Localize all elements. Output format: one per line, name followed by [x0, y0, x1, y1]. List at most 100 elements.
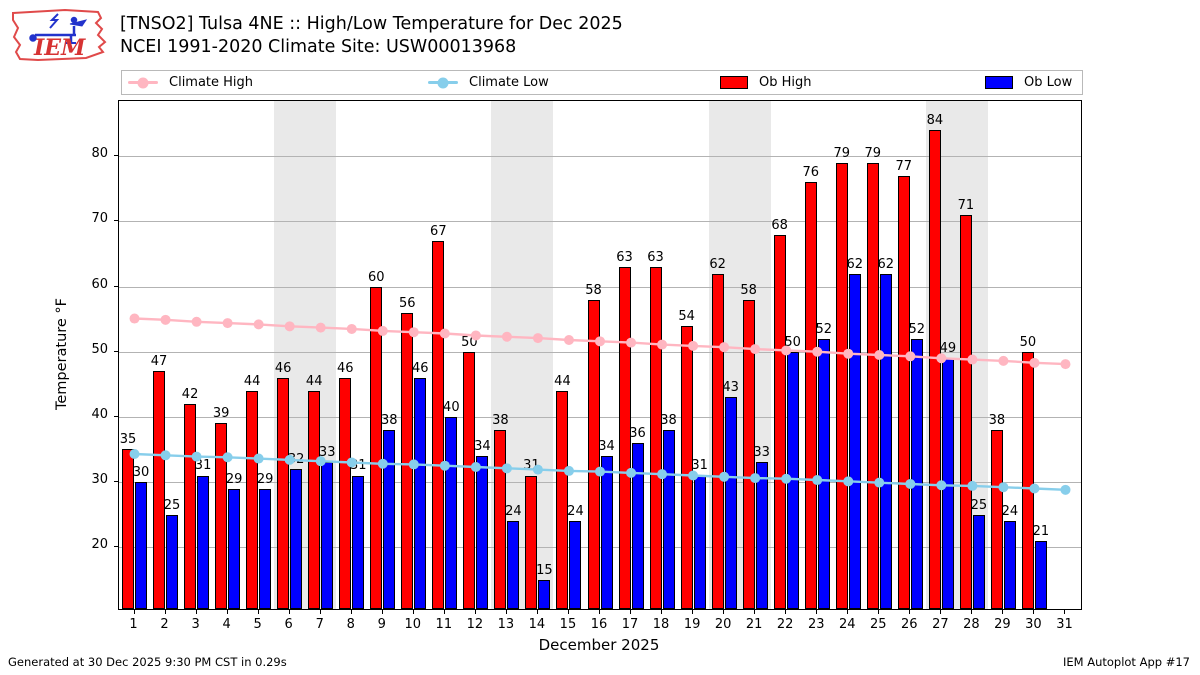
ob-high-bar — [122, 449, 135, 609]
title-block: [TNSO2] Tulsa 4NE :: High/Low Temperatur… — [120, 13, 623, 59]
ob-low-value-label: 15 — [536, 562, 553, 578]
x-tick — [350, 610, 352, 614]
ob-high-value-label: 39 — [212, 406, 230, 422]
app-credit: IEM Autoplot App #17 — [1062, 655, 1190, 669]
climate-low-marker — [408, 459, 419, 470]
ob-high-bar — [308, 390, 321, 609]
climate-high-marker — [253, 319, 264, 330]
ob-high-bar — [463, 351, 476, 609]
climate-high-marker — [501, 331, 512, 342]
climate-low-marker — [253, 453, 264, 464]
climate-low-marker — [905, 478, 916, 489]
ob-high-value-label: 67 — [430, 224, 447, 240]
legend-entry-ob-low: Ob Low — [985, 71, 1072, 94]
ob-low-value-label: 24 — [567, 504, 584, 520]
ob-low-bar — [476, 455, 489, 609]
ob-high-value-label: 35 — [119, 432, 137, 448]
climate-low-marker — [657, 469, 668, 480]
x-tick — [878, 610, 880, 614]
x-tick-label: 2 — [160, 617, 169, 632]
y-tick — [114, 220, 118, 222]
ob-low-bar — [414, 377, 427, 609]
x-tick-label: 28 — [963, 617, 980, 632]
ob-low-value-label: 33 — [318, 445, 336, 461]
x-tick — [847, 610, 849, 614]
x-tick-label: 9 — [377, 617, 386, 632]
ob-high-bar — [711, 273, 724, 609]
climate-low-marker — [750, 473, 761, 484]
ob-low-bar — [600, 455, 613, 609]
x-tick — [971, 610, 973, 614]
climate-high-marker — [905, 351, 916, 362]
x-tick — [536, 610, 538, 614]
climate-high-marker — [563, 335, 574, 346]
legend-label: Climate High — [169, 75, 254, 90]
chart-subtitle: NCEI 1991-2020 Climate Site: USW00013968 — [120, 37, 517, 57]
climate-low-marker — [160, 450, 171, 461]
ob-low-value-label: 52 — [815, 321, 832, 337]
y-tick-label: 30 — [91, 472, 108, 487]
x-tick-label: 16 — [590, 617, 608, 632]
ob-high-bar — [587, 299, 600, 609]
x-tick — [785, 610, 787, 614]
x-tick-label: 7 — [315, 617, 324, 632]
y-tick-label: 70 — [91, 211, 108, 227]
ob-high-bar — [370, 286, 383, 609]
ob-low-value-label: 34 — [598, 438, 615, 454]
y-tick-label: 80 — [91, 146, 108, 162]
climate-high-marker — [657, 339, 668, 350]
x-tick-label: 24 — [838, 617, 856, 632]
climate-high-marker — [967, 354, 978, 365]
ob-high-bar — [494, 429, 507, 609]
ob-low-bar — [817, 338, 830, 609]
climate-high-marker — [439, 328, 450, 339]
ob-high-value-label: 38 — [492, 412, 509, 428]
ob-high-value-label: 68 — [771, 217, 788, 233]
x-tick-label: 6 — [284, 617, 293, 632]
ob-high-value-label: 63 — [616, 250, 633, 266]
ob-low-value-label: 62 — [846, 256, 864, 272]
ob-low-value-label: 38 — [660, 412, 677, 428]
legend-label: Ob High — [759, 75, 812, 90]
x-tick — [164, 610, 166, 614]
climate-high-line-icon — [128, 77, 158, 88]
climate-high-marker — [998, 355, 1009, 366]
climate-high-marker — [874, 350, 885, 360]
ob-low-bar — [228, 488, 241, 609]
x-tick-label: 21 — [745, 617, 763, 632]
x-tick — [226, 610, 228, 614]
climate-low-marker — [191, 451, 202, 462]
x-tick — [381, 610, 383, 614]
x-tick-label: 27 — [932, 617, 949, 632]
climate-high-marker — [470, 330, 481, 341]
climate-low-marker — [626, 467, 637, 478]
climate-high-marker — [843, 348, 854, 359]
climate-low-marker — [781, 473, 792, 484]
iem-logo-text: IEM — [33, 35, 86, 61]
ob-high-bar — [835, 162, 848, 609]
x-tick — [1064, 610, 1066, 614]
gridline — [119, 547, 1081, 549]
ob-high-value-label: 76 — [802, 165, 819, 181]
x-tick — [1033, 610, 1035, 614]
climate-low-marker — [222, 452, 233, 463]
weather-station-icon — [29, 13, 88, 44]
ob-low-bar — [631, 442, 644, 609]
ob-low-bar — [1034, 540, 1047, 609]
x-tick — [754, 610, 756, 614]
x-tick-label: 18 — [652, 617, 670, 632]
x-tick-label: 31 — [1056, 617, 1073, 632]
ob-low-value-label: 31 — [691, 458, 708, 474]
climate-low-marker — [595, 466, 605, 477]
ob-high-value-label: 38 — [988, 412, 1006, 428]
ob-high-value-label: 46 — [336, 360, 354, 376]
ob-low-bar — [910, 338, 923, 609]
y-tick — [114, 350, 118, 352]
ob-high-bar — [804, 182, 817, 609]
ob-high-bar — [649, 267, 662, 609]
x-tick-label: 30 — [1025, 617, 1042, 632]
climate-low-marker — [967, 480, 978, 491]
x-tick — [661, 610, 663, 614]
x-tick — [1002, 610, 1004, 614]
ob-high-value-label: 63 — [647, 250, 664, 266]
